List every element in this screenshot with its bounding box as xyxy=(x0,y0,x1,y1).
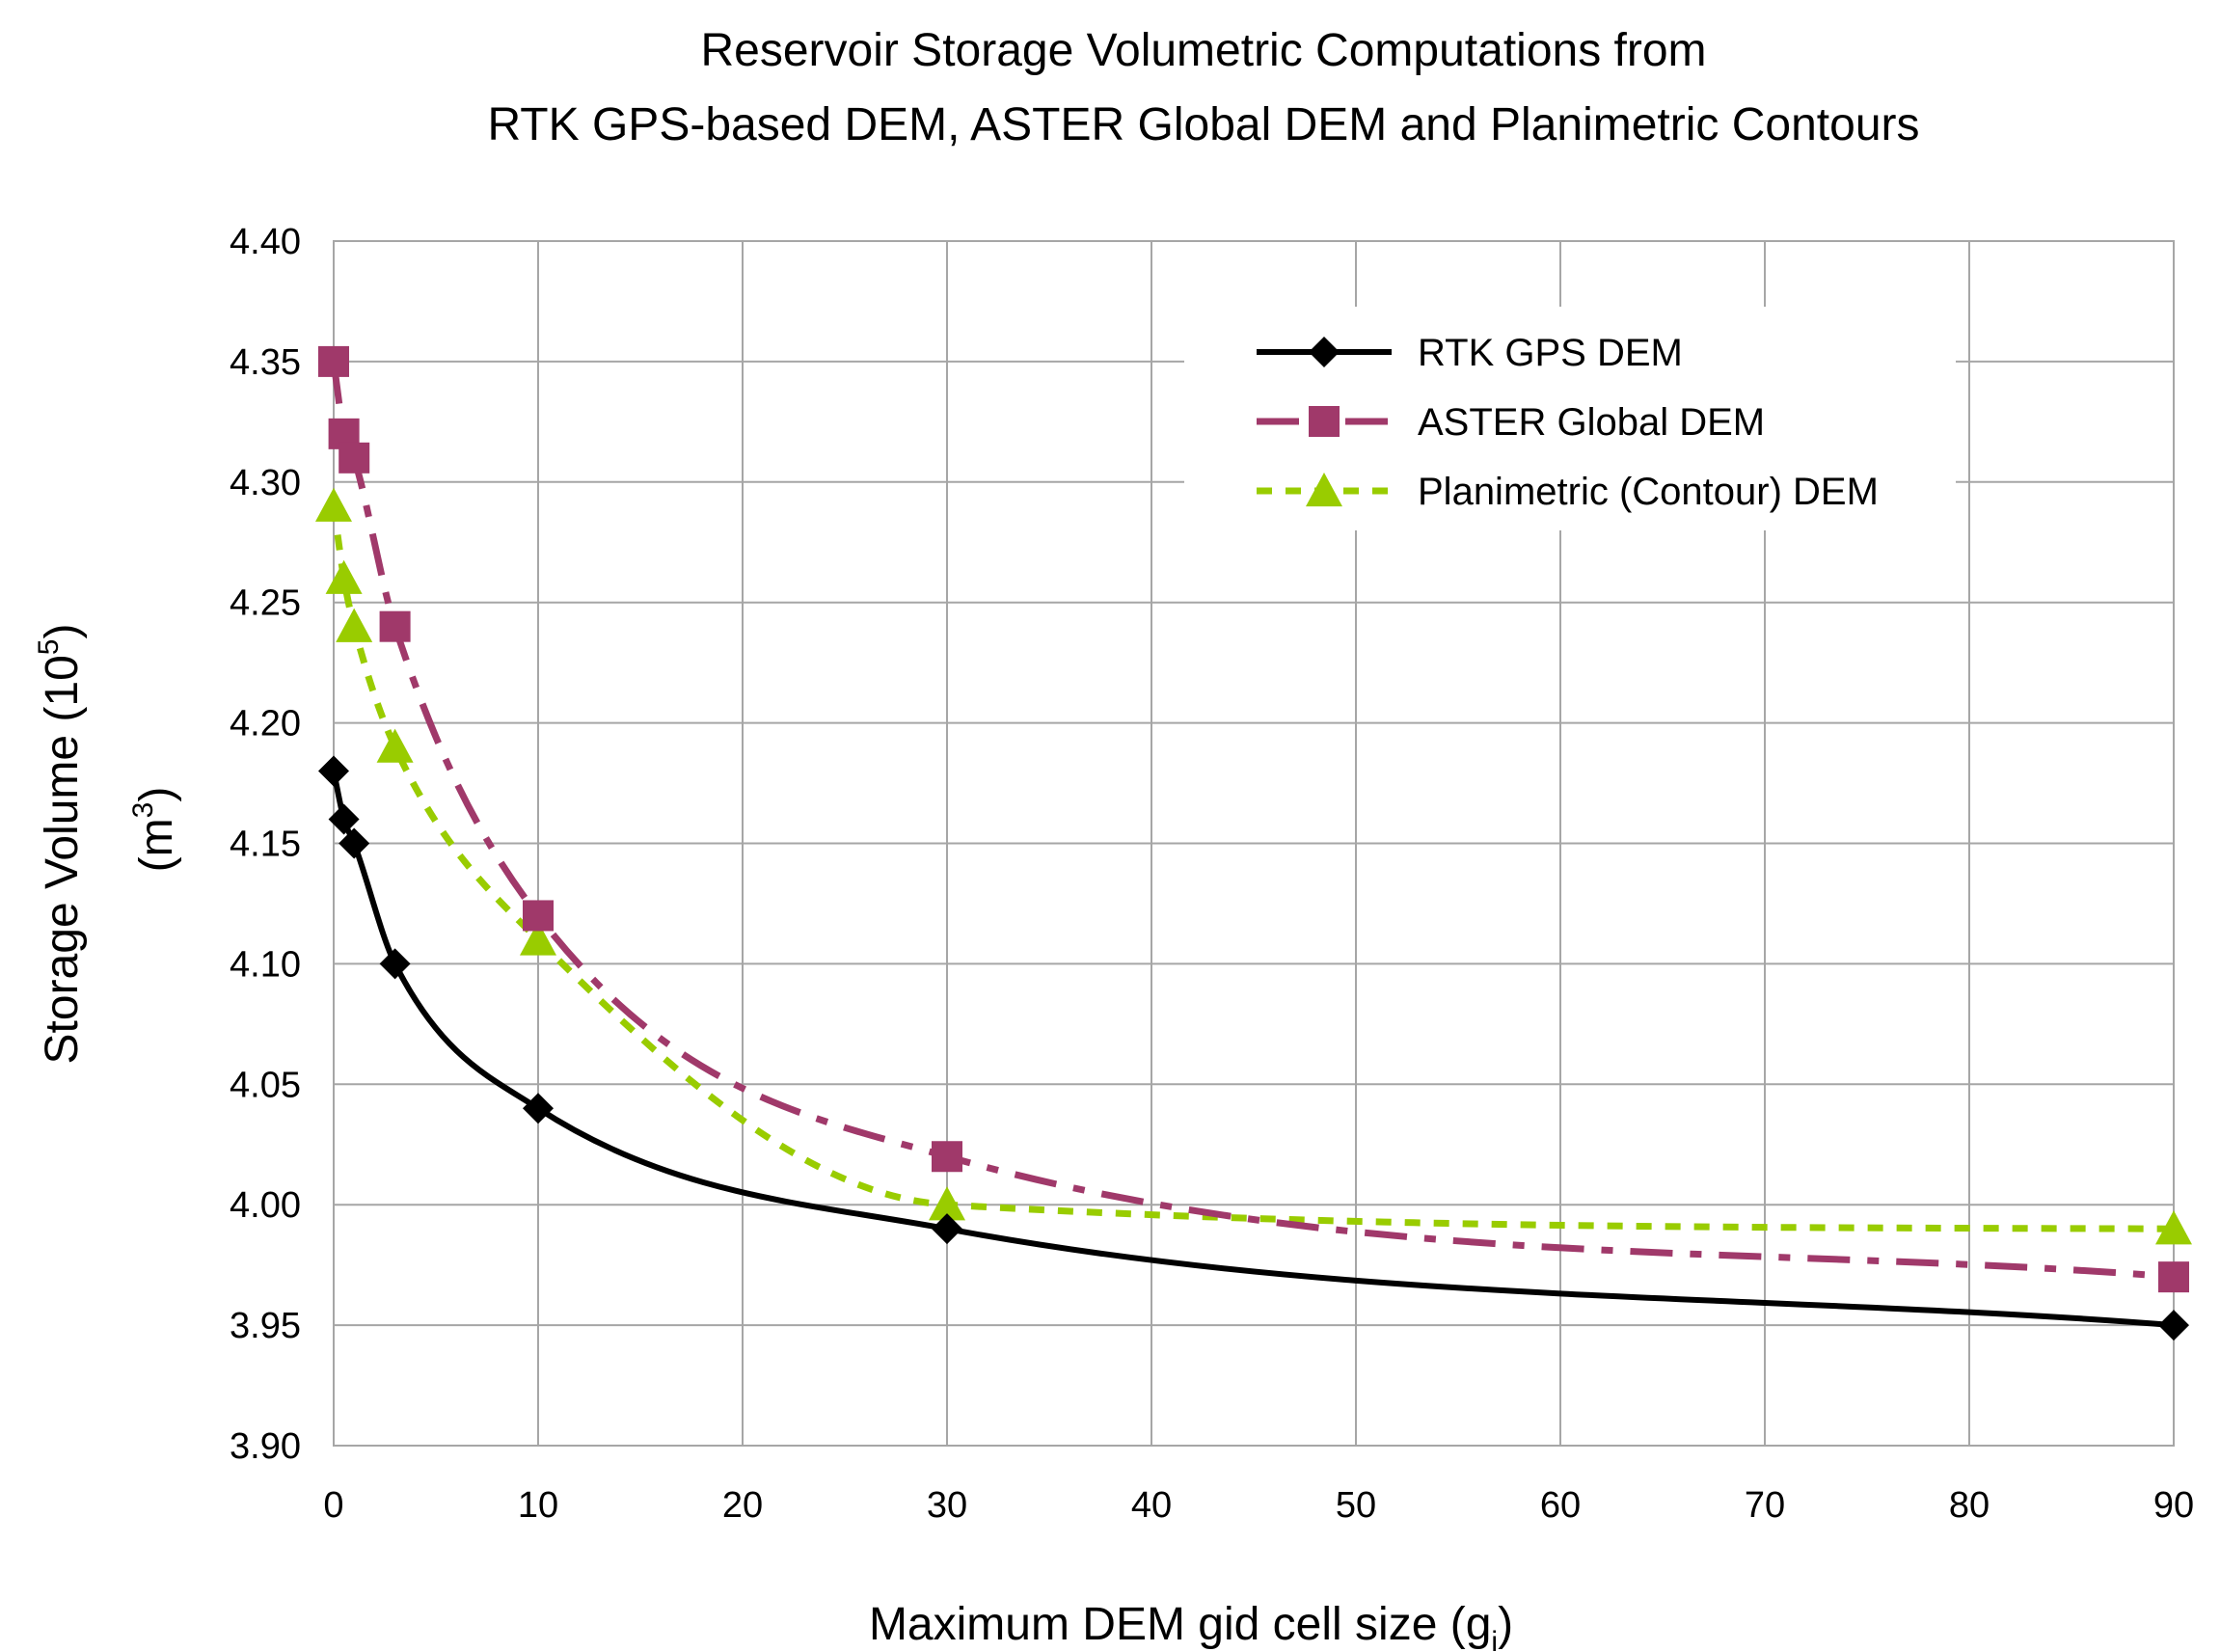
data-point xyxy=(523,900,554,932)
y-tick-label: 4.00 xyxy=(230,1185,301,1226)
y-axis-title-close: ) xyxy=(37,624,88,639)
chart-title-line1: Reservoir Storage Volumetric Computation… xyxy=(700,25,1706,76)
x-tick-label: 60 xyxy=(1540,1485,1581,1526)
x-axis-title: Maximum DEM gid cell size (gi) xyxy=(869,1599,1513,1652)
x-axis-title-main: Maximum DEM gid cell size (g xyxy=(869,1599,1491,1650)
data-point xyxy=(932,1213,962,1245)
legend-entry: RTK GPS DEM xyxy=(1257,332,1683,374)
x-tick-label: 0 xyxy=(323,1485,343,1526)
data-point xyxy=(336,608,373,642)
data-point xyxy=(520,921,556,956)
series-line xyxy=(331,770,2175,1329)
x-tick-label: 40 xyxy=(1131,1485,1172,1526)
chart-title-line2: RTK GPS-based DEM, ASTER Global DEM and … xyxy=(488,99,1920,150)
y-axis-unit: (m3) xyxy=(127,787,182,873)
series-square xyxy=(318,345,2189,1293)
y-axis-unit-text: (m3) xyxy=(127,787,182,873)
x-axis-ticks: 0 10 20 30 40 50 60 70 80 90 xyxy=(323,1485,2194,1526)
y-axis-unit-close: ) xyxy=(131,787,182,802)
x-tick-label: 20 xyxy=(722,1485,763,1526)
data-point xyxy=(328,803,360,835)
data-point xyxy=(929,1186,965,1221)
x-axis-title-close: ) xyxy=(1498,1599,1513,1650)
y-axis-title-main: Storage Volume (10 xyxy=(37,655,88,1064)
x-tick-label: 50 xyxy=(1336,1485,1376,1526)
x-tick-label: 80 xyxy=(1949,1485,1990,1526)
data-point xyxy=(376,728,414,763)
y-tick-label: 3.95 xyxy=(230,1306,301,1346)
data-point xyxy=(338,827,370,859)
y-axis-title: Storage Volume (105) xyxy=(33,624,88,1065)
x-tick-label: 70 xyxy=(1745,1485,1785,1526)
series-triangle xyxy=(315,487,2192,1245)
y-tick-label: 4.10 xyxy=(230,944,301,985)
data-point xyxy=(2155,1210,2192,1245)
series-line xyxy=(330,505,2175,1232)
data-point xyxy=(379,948,411,980)
data-point xyxy=(315,487,352,522)
y-tick-label: 4.15 xyxy=(230,825,301,865)
series-diamond xyxy=(318,755,2189,1341)
plot-area xyxy=(333,240,2175,1447)
y-axis-title-line1: Storage Volume (105) xyxy=(33,624,88,1065)
y-axis-unit-main: (m xyxy=(131,818,182,872)
legend-entries: RTK GPS DEM ASTER Global DEM Planimetric (… xyxy=(1257,332,1879,513)
data-point xyxy=(338,442,370,474)
x-axis-title-subscript: i xyxy=(1491,1626,1498,1652)
data-point xyxy=(318,755,349,787)
legend-marker xyxy=(1309,337,1340,367)
legend-label: ASTER Global DEM xyxy=(1418,401,1765,444)
y-tick-label: 4.30 xyxy=(230,463,301,503)
legend: RTK GPS DEM ASTER Global DEM Planimetric (… xyxy=(1184,307,1956,530)
legend-label: Planimetric (Contour) DEM xyxy=(1418,471,1879,513)
legend-label: RTK GPS DEM xyxy=(1418,332,1683,374)
series xyxy=(315,345,2192,1341)
y-axis-title-exponent: 5 xyxy=(33,639,65,656)
x-tick-label: 30 xyxy=(927,1485,967,1526)
y-tick-label: 4.40 xyxy=(230,222,301,262)
y-axis-ticks: 3.90 3.95 4.00 4.05 4.10 4.15 4.20 4.25 4.30 4.35… xyxy=(230,222,301,1467)
x-tick-label: 10 xyxy=(518,1485,558,1526)
y-tick-label: 4.35 xyxy=(230,342,301,383)
legend-entry: Planimetric (Contour) DEM xyxy=(1257,471,1879,513)
data-point xyxy=(932,1141,962,1173)
data-point xyxy=(2158,1310,2189,1341)
data-point xyxy=(318,345,349,377)
data-point xyxy=(2158,1261,2189,1293)
legend-entry: ASTER Global DEM xyxy=(1257,401,1765,444)
legend-marker xyxy=(1306,473,1342,507)
legend-marker xyxy=(1309,406,1340,437)
y-tick-label: 4.05 xyxy=(230,1065,301,1105)
y-axis-unit-exponent: 3 xyxy=(127,802,159,819)
x-tick-label: 90 xyxy=(2153,1485,2194,1526)
data-point xyxy=(523,1093,554,1124)
data-point xyxy=(325,559,363,594)
y-tick-label: 4.25 xyxy=(230,583,301,624)
data-point xyxy=(379,610,411,642)
y-tick-label: 4.20 xyxy=(230,704,301,745)
y-tick-label: 3.90 xyxy=(230,1426,301,1467)
